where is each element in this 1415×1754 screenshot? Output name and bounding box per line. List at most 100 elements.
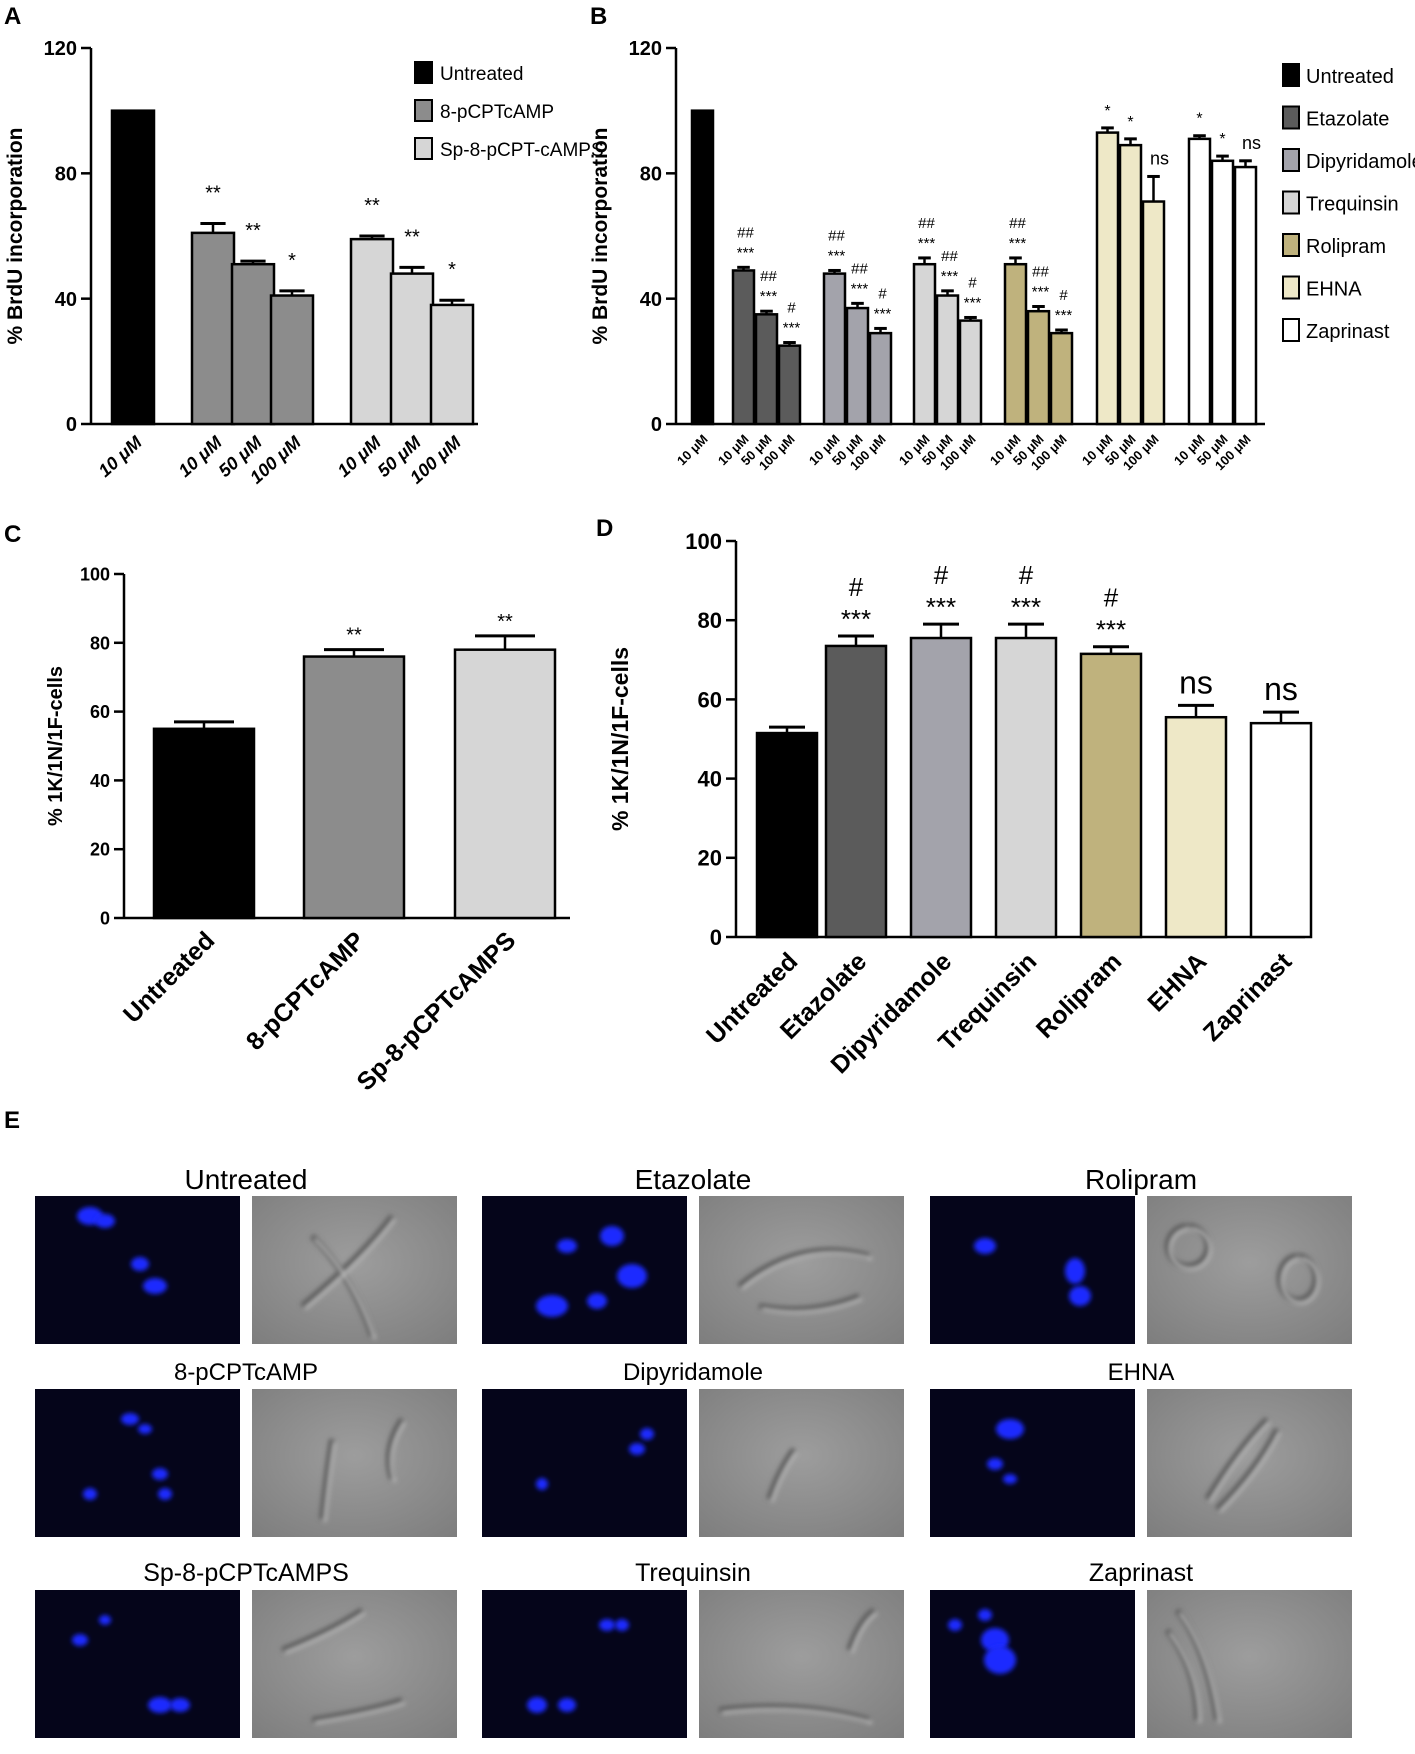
- panel-a-bar: [110, 109, 156, 426]
- parasite-highlight: [1168, 1612, 1222, 1724]
- fluorescence-image: [35, 1590, 240, 1738]
- panel-a-bar: [190, 231, 236, 426]
- panel-b-bar: [822, 272, 847, 426]
- nucleus-spot: [83, 1488, 97, 1500]
- brightfield-background: [1147, 1389, 1352, 1537]
- panel-c-bar: [152, 727, 256, 920]
- brightfield-image: [252, 1389, 457, 1537]
- panel-b-significance: *: [1104, 103, 1110, 120]
- brightfield-image: [699, 1590, 904, 1738]
- panel-b-legend-swatch: [1282, 233, 1300, 257]
- nucleus-spot: [152, 1468, 168, 1480]
- panel-b-y-tick-label: 40: [640, 289, 662, 311]
- nucleus-spot: [99, 1615, 111, 1625]
- panel-c-y-tick-label: 80: [90, 633, 110, 653]
- panel-c-x-tick-label: Untreated: [118, 926, 220, 1028]
- micrograph-title: EHNA: [1108, 1359, 1175, 1386]
- nucleus-spot: [158, 1488, 172, 1500]
- panel-a-x-tick-label: 10 μM: [333, 431, 385, 481]
- panel-b-significance: ns: [1242, 133, 1261, 153]
- panel-a-x-tick-label: 10 μM: [174, 431, 226, 481]
- panel-b-significance: *: [1219, 131, 1225, 148]
- panel-d-x-tick-label: Rolipram: [1031, 947, 1127, 1043]
- panel-a-legend-label: Untreated: [440, 64, 523, 85]
- micrograph-title: 8-pCPTcAMP: [174, 1359, 318, 1386]
- parasite-highlight: [1169, 1227, 1320, 1305]
- panel-b-significance-hash: ##: [1009, 215, 1026, 232]
- fluorescence-image: [35, 1196, 240, 1344]
- panel-d-letter: D: [596, 515, 613, 542]
- panel-d-significance-hash: #: [934, 560, 949, 590]
- panel-c-y-tick-label: 0: [100, 908, 110, 928]
- panel-a-bar: [269, 294, 315, 426]
- panel-d-significance: ***: [1096, 615, 1126, 645]
- panel-b-significance: ***: [918, 235, 936, 252]
- panel-a-significance: **: [205, 182, 221, 204]
- panel-b-legend-swatch: [1282, 190, 1300, 215]
- fluorescence-image: [930, 1590, 1135, 1738]
- panel-c-y-tick-label: 20: [90, 840, 110, 860]
- panel-b-significance-hash: #: [787, 300, 796, 317]
- panel-b-y-tick-label: 80: [640, 164, 662, 186]
- fluorescence-background: [35, 1389, 240, 1537]
- brightfield-image: [699, 1389, 904, 1537]
- panel-a-legend-swatch: [414, 61, 433, 84]
- panel-a-legend-label: 8-pCPTcAMP: [440, 102, 554, 123]
- panel-a-y-tick-label: 80: [55, 164, 77, 186]
- nucleus-spot: [536, 1295, 568, 1317]
- panel-d-bar: [1164, 715, 1228, 939]
- parasite-outline: [766, 1447, 797, 1500]
- panel-c-chart: C 0 20 40 60 80 100 % 1K/1N/1F-cells Untreated **…: [4, 521, 570, 1096]
- panel-a-bar: [429, 303, 475, 426]
- panel-a-y-axis-label: % BrdU incorporation: [4, 127, 27, 344]
- brightfield-image: [252, 1196, 457, 1344]
- panel-d-bar: [1249, 721, 1313, 939]
- panel-c-y-tick-label: 100: [80, 564, 110, 584]
- nucleus-spot: [978, 1609, 992, 1621]
- panel-a-legend-label: Sp-8-pCPT-cAMPS: [440, 140, 604, 161]
- panel-b-bar: [731, 269, 756, 426]
- panel-b-legend-swatch: [1282, 63, 1300, 87]
- nucleus-spot: [527, 1697, 547, 1713]
- panel-b-significance: ns: [1150, 148, 1169, 168]
- micrograph-title: Rolipram: [1085, 1164, 1197, 1195]
- fluorescence-background: [482, 1196, 687, 1344]
- panel-a-y-tick-label: 40: [55, 289, 77, 311]
- nucleus-spot: [640, 1428, 654, 1440]
- panel-a-legend-swatch: [414, 137, 433, 160]
- panel-b-legend-label: Dipyridamole: [1306, 151, 1415, 173]
- panel-d-bar: [909, 636, 973, 939]
- brightfield-image: [252, 1590, 457, 1738]
- fluorescence-image: [482, 1590, 687, 1738]
- parasite-highlight: [741, 1251, 873, 1314]
- panel-a-bar: [349, 237, 395, 426]
- panel-d-y-tick-label: 60: [698, 687, 722, 712]
- panel-b-significance: ***: [964, 294, 982, 311]
- panel-b-bar: [935, 294, 960, 426]
- panel-d-y-tick-label: 0: [710, 925, 722, 950]
- fluorescence-background: [482, 1590, 687, 1738]
- nucleus-spot: [599, 1619, 615, 1631]
- panel-e-letter: E: [4, 1107, 20, 1134]
- nucleus-spot: [170, 1698, 190, 1712]
- panel-b-legend-swatch: [1282, 318, 1300, 342]
- panel-b-legend-label: Etazolate: [1306, 109, 1389, 131]
- panel-b-bar: [754, 313, 779, 426]
- panel-b-significance-hash: ##: [760, 268, 777, 285]
- panel-c-letter: C: [4, 521, 21, 548]
- nucleus-spot: [984, 1646, 1016, 1674]
- panel-b-y-tick-label: 120: [629, 38, 662, 60]
- panel-b-significance-hash: #: [1059, 287, 1068, 304]
- panel-d-y-tick-label: 100: [685, 529, 722, 554]
- panel-b-significance-hash: ##: [828, 227, 845, 244]
- panel-b-y-axis-label: % BrdU incorporation: [589, 127, 612, 344]
- brightfield-image: [699, 1196, 904, 1344]
- nucleus-spot: [1069, 1286, 1091, 1306]
- panel-a-bar: [230, 262, 276, 426]
- panel-c-y-tick-label: 60: [90, 702, 110, 722]
- panel-b-bar: [1026, 309, 1051, 426]
- panel-d-x-tick-label: EHNA: [1142, 947, 1212, 1017]
